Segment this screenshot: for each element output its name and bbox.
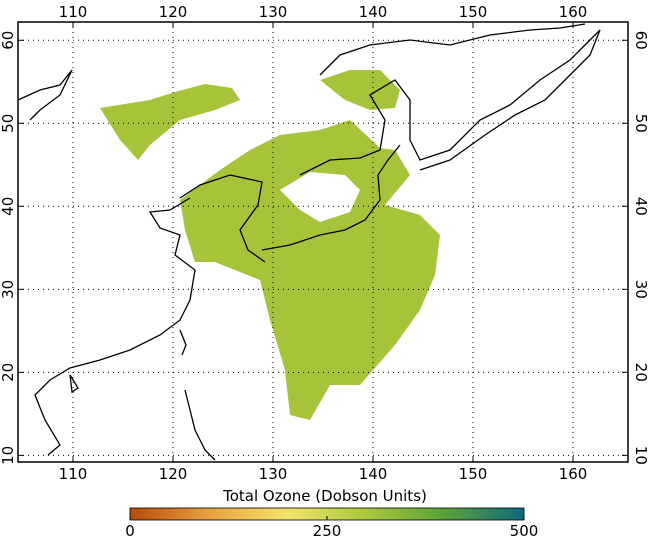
- lon-tick-label: 130: [259, 465, 288, 483]
- lat-tick-label: 20: [632, 363, 650, 382]
- lat-tick-label: 50: [632, 114, 650, 133]
- lat-tick-label: 30: [632, 280, 650, 299]
- ozone-field: [100, 70, 440, 420]
- lon-tick-label: 160: [559, 465, 588, 483]
- lat-tick-label: 10: [0, 446, 17, 465]
- coastline: [319, 23, 586, 76]
- coastline: [179, 174, 266, 263]
- lon-tick-label: 160: [559, 3, 588, 21]
- lon-tick-label: 110: [59, 465, 88, 483]
- coastlines: [17, 23, 601, 461]
- coastline: [69, 329, 216, 461]
- coastline: [299, 29, 601, 176]
- map-frame: [17, 21, 629, 463]
- lat-tick-label: 60: [632, 31, 650, 50]
- lon-tick-label: 130: [259, 3, 288, 21]
- lon-tick-label: 150: [459, 3, 488, 21]
- ozone-gap: [280, 172, 360, 222]
- lat-tick-label: 40: [632, 197, 650, 216]
- colorbar-tick-label: 0: [125, 522, 135, 540]
- lat-tick-label: 30: [0, 280, 17, 299]
- lon-tick-label: 120: [159, 465, 188, 483]
- lat-tick-label: 50: [0, 114, 17, 133]
- colorbar-tick-label: 500: [510, 522, 539, 540]
- lat-tick-label: 60: [0, 31, 17, 50]
- lon-tick-label: 140: [359, 465, 388, 483]
- lon-tick-label: 120: [159, 3, 188, 21]
- lat-tick-label: 20: [0, 363, 17, 382]
- coastline: [261, 144, 401, 251]
- colorbar-title: Total Ozone (Dobson Units): [222, 487, 427, 505]
- colorbar-tick-label: 250: [313, 522, 342, 540]
- lat-tick-label: 10: [632, 446, 650, 465]
- lat-tick-label: 40: [0, 197, 17, 216]
- coastline: [17, 69, 196, 456]
- ozone-region: [100, 84, 240, 160]
- ozone-region: [320, 70, 400, 110]
- ozone-region: [180, 120, 440, 420]
- lon-tick-label: 140: [359, 3, 388, 21]
- lon-tick-label: 150: [459, 465, 488, 483]
- lon-tick-label: 110: [59, 3, 88, 21]
